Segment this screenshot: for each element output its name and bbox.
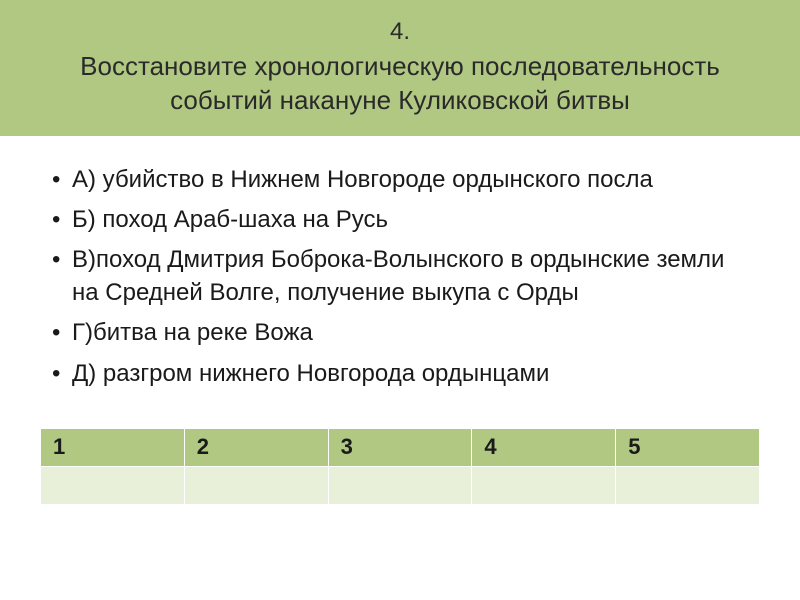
options-list: А) убийство в Нижнем Новгороде ордынског… — [0, 136, 800, 418]
option-d: Г)битва на реке Вожа — [48, 317, 752, 349]
table-header-row: 1 2 3 4 5 — [41, 428, 760, 466]
table-answer-5[interactable] — [616, 466, 760, 504]
answer-table-container: 1 2 3 4 5 — [0, 418, 800, 505]
table-answer-4[interactable] — [472, 466, 616, 504]
table-header-5: 5 — [616, 428, 760, 466]
option-a: А) убийство в Нижнем Новгороде ордынског… — [48, 164, 752, 196]
question-header: 4. Восстановите хронологическую последов… — [0, 0, 800, 136]
option-b: Б) поход Араб-шаха на Русь — [48, 204, 752, 236]
question-text-line1: Восстановите хронологическую последовате… — [30, 50, 770, 84]
table-header-2: 2 — [184, 428, 328, 466]
table-header-3: 3 — [328, 428, 472, 466]
table-header-1: 1 — [41, 428, 185, 466]
answer-table: 1 2 3 4 5 — [40, 428, 760, 505]
table-header-4: 4 — [472, 428, 616, 466]
option-e: Д) разгром нижнего Новгорода ордынцами — [48, 358, 752, 390]
option-c: В)поход Дмитрия Боброка-Волынского в орд… — [48, 244, 752, 309]
table-answer-3[interactable] — [328, 466, 472, 504]
table-answer-1[interactable] — [41, 466, 185, 504]
question-text-line2: событий накануне Куликовской битвы — [30, 84, 770, 118]
table-answer-2[interactable] — [184, 466, 328, 504]
table-answer-row — [41, 466, 760, 504]
question-number: 4. — [30, 18, 770, 46]
